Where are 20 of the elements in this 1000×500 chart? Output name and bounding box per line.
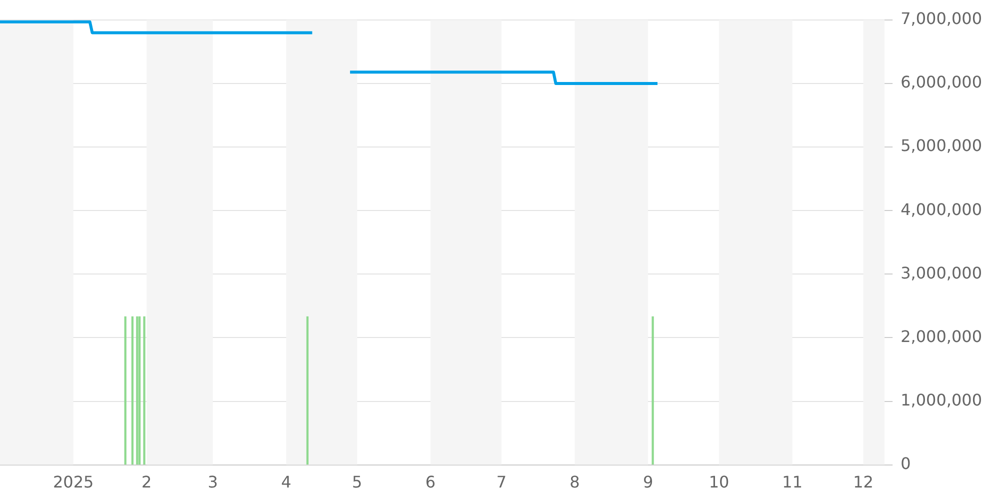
x-tick-label: 3 <box>208 472 218 492</box>
x-tick-label: 2025 <box>52 472 94 492</box>
x-tick-label: 8 <box>570 472 580 492</box>
y-tick-label: 3,000,000 <box>900 263 982 282</box>
x-tick-label: 10 <box>708 472 730 492</box>
y-tick-label: 6,000,000 <box>900 72 982 92</box>
x-tick-label: 12 <box>853 472 874 492</box>
y-tick-label: 7,000,000 <box>900 9 982 28</box>
x-tick-label: 11 <box>782 472 803 492</box>
y-tick-label: 0 <box>900 454 911 473</box>
x-tick-label: 4 <box>281 472 292 492</box>
x-tick-label: 2 <box>142 472 152 492</box>
y-tick-label: 5,000,000 <box>900 136 982 156</box>
y-tick-label: 4,000,000 <box>900 200 982 219</box>
x-tick-label: 9 <box>642 472 654 492</box>
x-tick-label: 5 <box>352 472 362 492</box>
x-tick-label: 7 <box>496 472 507 492</box>
y-tick-label: 1,000,000 <box>900 390 982 410</box>
y-tick-label: 2,000,000 <box>900 326 982 346</box>
x-tick-label: 6 <box>425 472 436 492</box>
